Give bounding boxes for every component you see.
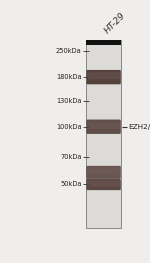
Text: 180kDa: 180kDa	[56, 74, 82, 80]
FancyBboxPatch shape	[86, 179, 121, 190]
FancyBboxPatch shape	[86, 70, 121, 84]
Text: 100kDa: 100kDa	[56, 124, 82, 130]
Bar	[86, 40, 121, 228]
FancyBboxPatch shape	[86, 166, 121, 179]
Text: 70kDa: 70kDa	[60, 154, 82, 160]
FancyBboxPatch shape	[87, 72, 120, 79]
Text: 130kDa: 130kDa	[56, 98, 82, 104]
FancyBboxPatch shape	[87, 168, 120, 174]
Text: 250kDa: 250kDa	[56, 48, 82, 54]
FancyBboxPatch shape	[87, 181, 120, 186]
FancyBboxPatch shape	[86, 120, 121, 134]
Text: HT-29: HT-29	[102, 11, 127, 36]
FancyBboxPatch shape	[87, 122, 120, 129]
Text: EZH2/KMT6: EZH2/KMT6	[128, 124, 150, 130]
Bar	[86, 40, 121, 45]
Text: 50kDa: 50kDa	[60, 181, 82, 188]
